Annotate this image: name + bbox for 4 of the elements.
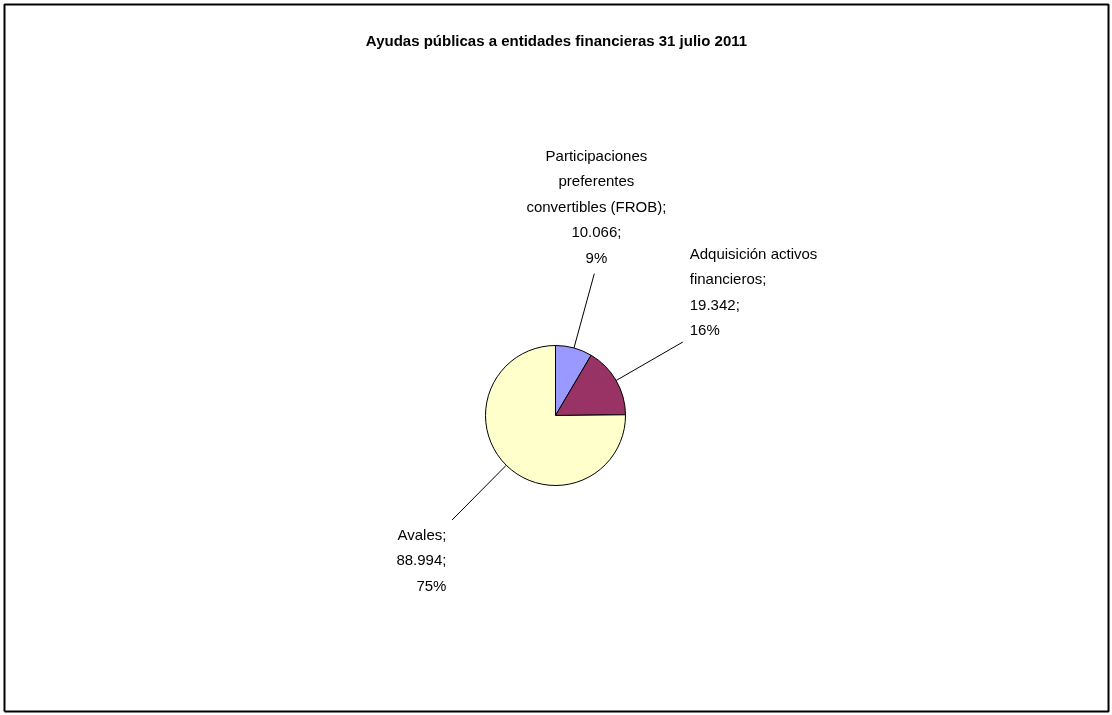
slice-label: Adquisición activos financieros; 19.342; 16% <box>689 244 818 339</box>
slice-label: Participaciones preferentes convertibles (FROB); 10.066; 9% <box>526 147 667 266</box>
chart-title: Ayudas públicas a entidades financieras 31 julio 2011 <box>365 32 748 49</box>
slice-label: Avales; 88.994; 75% <box>396 525 447 594</box>
